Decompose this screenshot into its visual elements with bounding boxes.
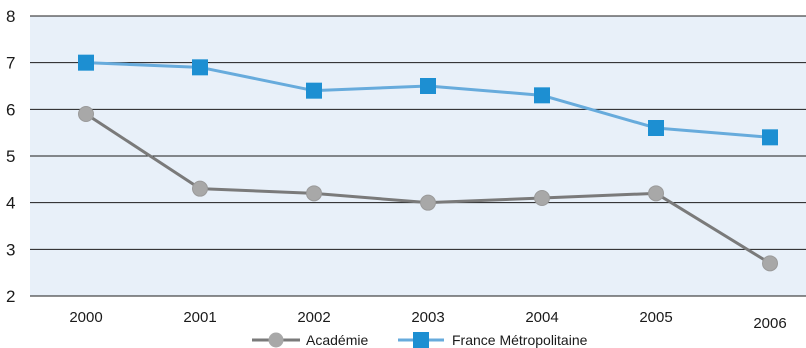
x-tick-label: 2004 [525, 309, 558, 326]
data-point [78, 54, 94, 71]
data-point [306, 185, 322, 202]
x-tick-label: 2005 [639, 309, 672, 326]
x-tick-label: 2002 [297, 309, 330, 326]
legend-item-1: France Métropolitaine [398, 332, 588, 348]
x-axis-ticks: 2000 2001 2002 2003 2004 2005 2006 [69, 309, 786, 332]
y-tick-label: 3 [6, 240, 15, 259]
series-layer [78, 54, 778, 272]
x-tick-label: 2000 [69, 309, 102, 326]
x-tick-label: 2003 [411, 309, 444, 326]
legend-marker [413, 332, 429, 348]
y-tick-label: 5 [6, 147, 15, 166]
x-tick-label: 2001 [183, 309, 216, 326]
data-point [78, 106, 94, 122]
y-tick-label: 4 [6, 194, 15, 213]
y-tick-label: 2 [6, 287, 15, 306]
series-0 [78, 106, 778, 272]
data-point [762, 129, 778, 146]
y-tick-label: 7 [6, 54, 15, 73]
data-point [534, 87, 550, 104]
data-point [192, 59, 208, 76]
data-point [648, 120, 664, 136]
y-tick-label: 8 [6, 7, 15, 26]
legend-item-0: Académie [252, 332, 368, 348]
series-1 [78, 54, 778, 146]
data-point [420, 194, 436, 211]
y-axis-ticks: 2 3 4 5 6 7 8 [6, 7, 15, 306]
data-point [306, 82, 322, 99]
legend-label: Académie [306, 332, 368, 348]
data-point [762, 255, 778, 272]
data-point [648, 185, 664, 202]
legend-label: France Métropolitaine [452, 332, 588, 348]
legend-marker [268, 332, 284, 348]
data-point [420, 78, 436, 94]
data-point [534, 190, 550, 206]
legend: Académie France Métropolitaine [252, 332, 588, 348]
x-tick-label: 2006 [753, 315, 786, 332]
y-tick-label: 6 [6, 100, 15, 119]
data-point [192, 180, 208, 197]
